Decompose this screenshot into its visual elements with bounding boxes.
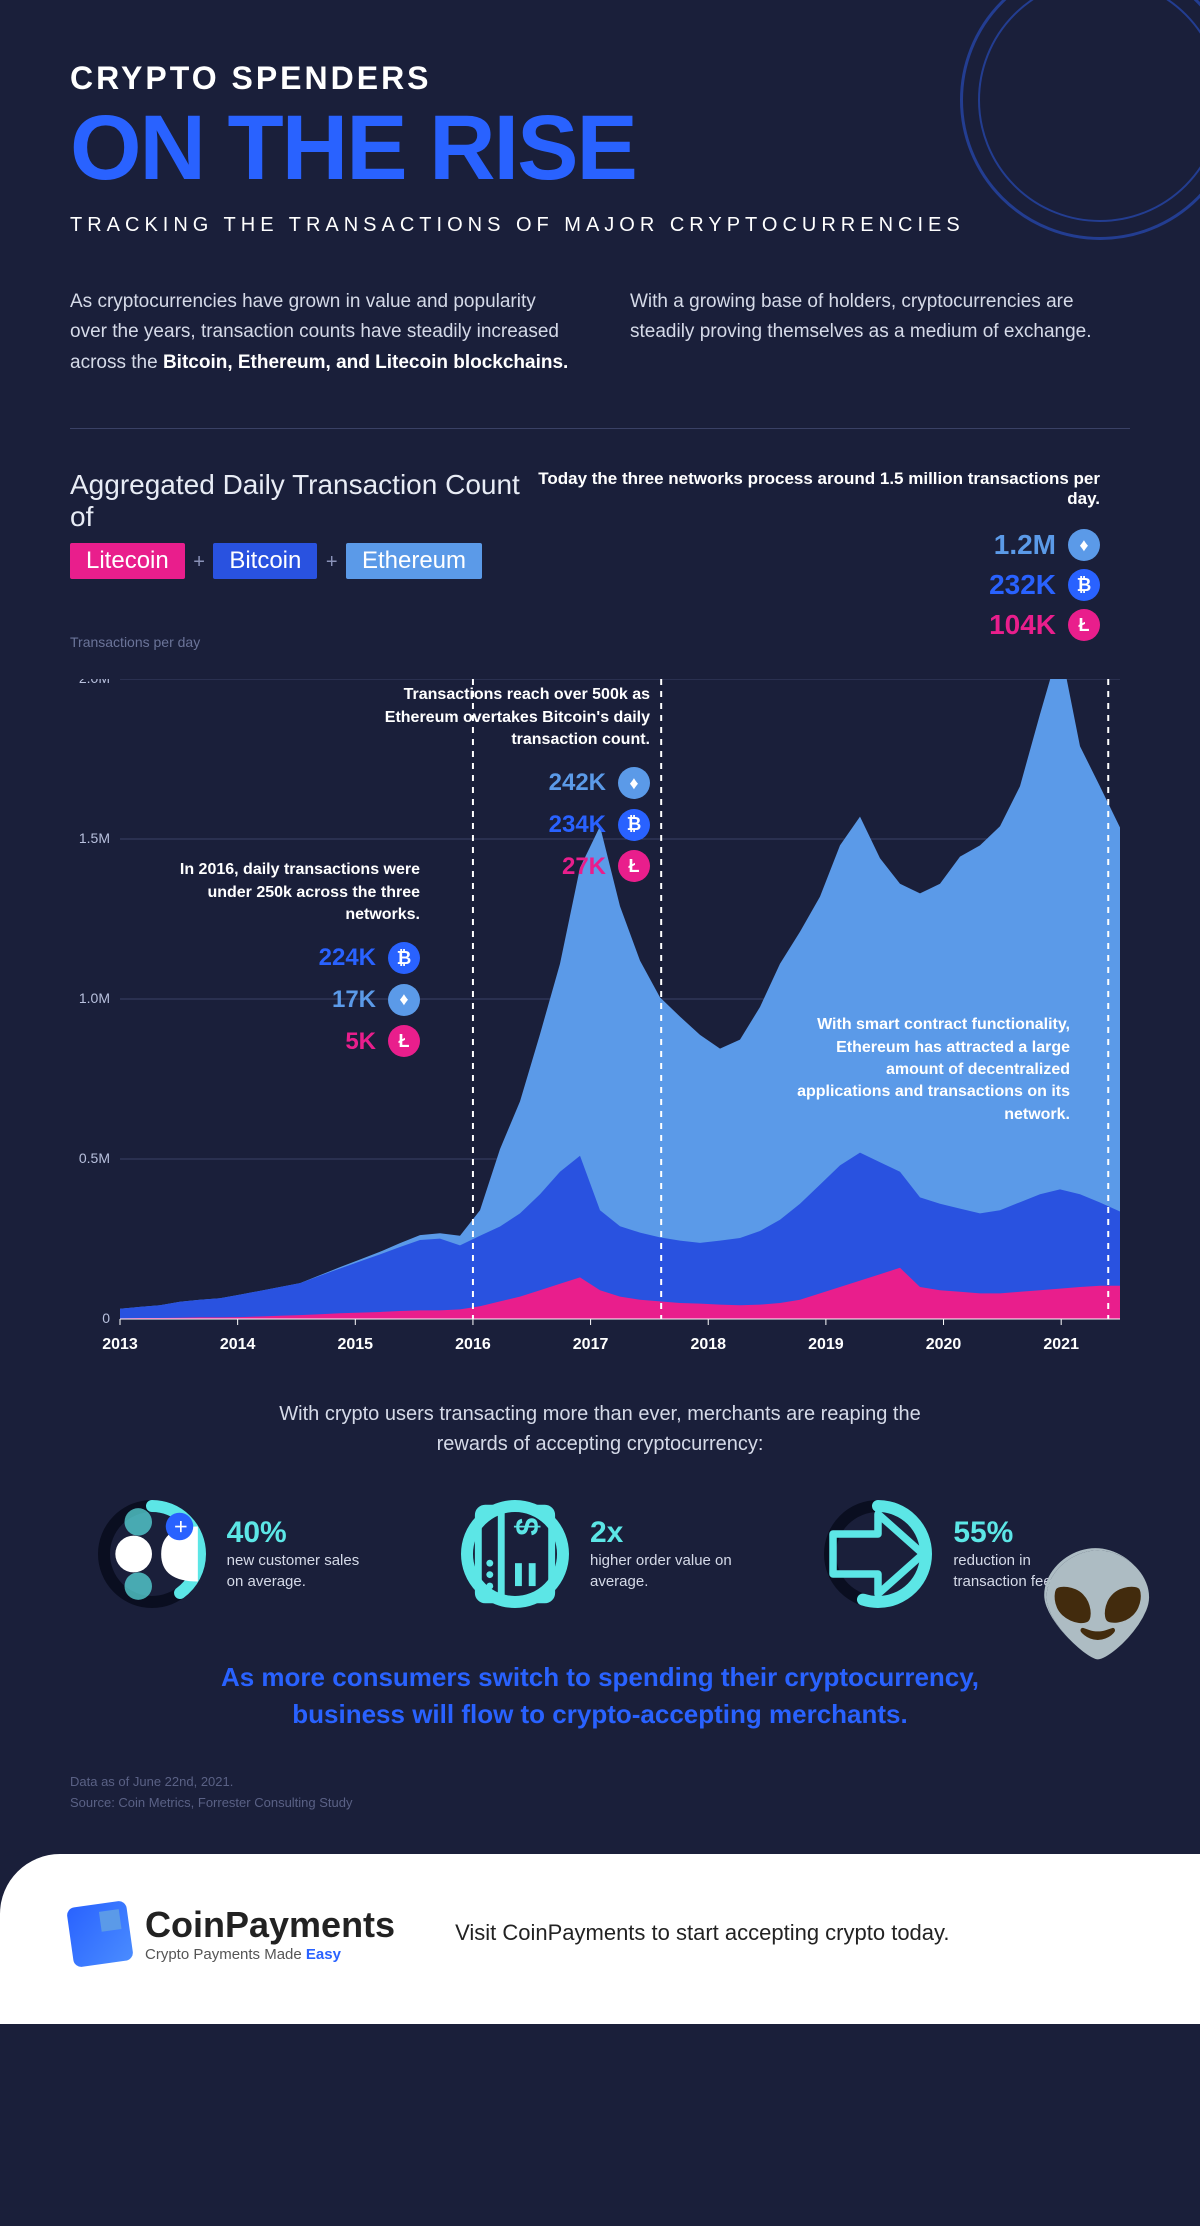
ann2-ltc: 27K xyxy=(562,850,606,884)
ann3-text: With smart contract functionality, Ether… xyxy=(790,1014,1070,1126)
chart-title-block: Aggregated Daily Transaction Count of Li… xyxy=(70,469,529,649)
annotation-2017: Transactions reach over 500k as Ethereum… xyxy=(370,684,650,891)
svg-text:2018: 2018 xyxy=(690,1336,726,1353)
footer: CoinPayments Crypto Payments Made Easy V… xyxy=(0,1854,1200,2024)
today-ltc: 104K Ł xyxy=(529,609,1100,641)
today-btc: 232K ₿ xyxy=(529,569,1100,601)
stat-ring-icon: $ xyxy=(460,1499,570,1609)
stat-ring-icon xyxy=(823,1499,933,1609)
legend-ethereum: Ethereum xyxy=(346,543,482,579)
subtitle: TRACKING THE TRANSACTIONS OF MAJOR CRYPT… xyxy=(70,214,1130,237)
legend-plus-2: + xyxy=(326,551,338,573)
merchant-stat: $ 2x higher order value on average. xyxy=(460,1499,740,1609)
logo-mark-icon xyxy=(66,1900,134,1968)
y-axis-label: Transactions per day xyxy=(70,634,200,650)
alien-mascot-icon: 👽 xyxy=(1035,1547,1160,1664)
svg-text:2017: 2017 xyxy=(573,1336,609,1353)
ethereum-icon: ♦ xyxy=(388,984,420,1016)
merchant-label: higher order value on average. xyxy=(590,1550,740,1592)
today-btc-val: 232K xyxy=(989,569,1056,601)
svg-text:$: $ xyxy=(509,1518,545,1536)
svg-text:2014: 2014 xyxy=(220,1336,256,1353)
footer-logo: CoinPayments Crypto Payments Made Easy xyxy=(70,1904,395,1964)
ann2-eth: 242K xyxy=(549,766,606,800)
source-date: Data as of June 22nd, 2021. xyxy=(70,1772,1130,1793)
svg-text:2013: 2013 xyxy=(102,1336,138,1353)
ann1-ltc: 5K xyxy=(345,1025,376,1059)
brand-name: CoinPayments xyxy=(145,1904,395,1946)
source-attribution: Data as of June 22nd, 2021. Source: Coin… xyxy=(70,1772,1130,1814)
svg-text:1.5M: 1.5M xyxy=(79,830,110,846)
merchant-text: 40% new customer sales on average. xyxy=(227,1516,377,1592)
source-name: Source: Coin Metrics, Forrester Consulti… xyxy=(70,1793,1130,1814)
intro-row: As cryptocurrencies have grown in value … xyxy=(70,287,1130,378)
ann2-btc: 234K xyxy=(549,808,606,842)
stat-ring-icon: + xyxy=(97,1499,207,1609)
coin-decoration-icon xyxy=(960,0,1200,240)
merchant-intro: With crypto users transacting more than … xyxy=(250,1399,950,1459)
chart-header-row: Aggregated Daily Transaction Count of Li… xyxy=(70,469,1130,649)
ann1-btc: 224K xyxy=(319,941,376,975)
chart-wrap: Transactions per day In 2016, daily tran… xyxy=(70,679,1130,1359)
svg-text:2015: 2015 xyxy=(337,1336,373,1353)
divider xyxy=(70,428,1130,429)
ann1-stats: 224K ₿ 17K ♦ 5K Ł xyxy=(160,941,420,1058)
bitcoin-icon: ₿ xyxy=(618,809,650,841)
tagline-pre: Crypto Payments Made xyxy=(145,1946,306,1963)
tagline-strong: Easy xyxy=(306,1946,341,1963)
svg-text:2019: 2019 xyxy=(808,1336,844,1353)
brand-tagline: Crypto Payments Made Easy xyxy=(145,1946,395,1963)
merchant-label: new customer sales on average. xyxy=(227,1550,377,1592)
svg-text:2021: 2021 xyxy=(1043,1336,1079,1353)
litecoin-icon: Ł xyxy=(1068,609,1100,641)
chart-title: Aggregated Daily Transaction Count of xyxy=(70,469,529,533)
litecoin-icon: Ł xyxy=(388,1025,420,1057)
ann2-text: Transactions reach over 500k as Ethereum… xyxy=(370,684,650,751)
merchant-text: 2x higher order value on average. xyxy=(590,1516,740,1592)
svg-text:+: + xyxy=(167,1520,193,1533)
ann2-stats: 242K ♦ 234K ₿ 27K Ł xyxy=(370,766,650,883)
today-text: Today the three networks process around … xyxy=(529,469,1100,509)
legend-litecoin: Litecoin xyxy=(70,543,185,579)
svg-text:2.0M: 2.0M xyxy=(79,679,110,686)
merchant-value: 2x xyxy=(590,1516,740,1550)
today-stats: 1.2M ♦ 232K ₿ 104K Ł xyxy=(529,529,1100,641)
annotation-smartcontracts: With smart contract functionality, Ether… xyxy=(790,1014,1070,1126)
infographic-container: CRYPTO SPENDERS ON THE RISE TRACKING THE… xyxy=(0,0,1200,1814)
ann1-eth: 17K xyxy=(332,983,376,1017)
today-ltc-val: 104K xyxy=(989,609,1056,641)
intro-left: As cryptocurrencies have grown in value … xyxy=(70,287,570,378)
bitcoin-icon: ₿ xyxy=(1068,569,1100,601)
merchant-value: 55% xyxy=(953,1516,1103,1550)
chart-legend: Litecoin + Bitcoin + Ethereum xyxy=(70,543,529,579)
logo-text: CoinPayments Crypto Payments Made Easy xyxy=(145,1904,395,1963)
ethereum-icon: ♦ xyxy=(618,767,650,799)
svg-text:2016: 2016 xyxy=(455,1336,491,1353)
intro-right: With a growing base of holders, cryptocu… xyxy=(630,287,1130,378)
svg-text:1.0M: 1.0M xyxy=(79,990,110,1006)
legend-bitcoin: Bitcoin xyxy=(213,543,317,579)
merchant-stat: + 40% new customer sales on average. xyxy=(97,1499,377,1609)
svg-text:0: 0 xyxy=(102,1310,110,1326)
merchant-value: 40% xyxy=(227,1516,377,1550)
bitcoin-icon: ₿ xyxy=(388,942,420,974)
svg-text:0.5M: 0.5M xyxy=(79,1150,110,1166)
svg-text:2020: 2020 xyxy=(926,1336,962,1353)
closing-statement: As more consumers switch to spending the… xyxy=(210,1659,990,1732)
today-callout: Today the three networks process around … xyxy=(529,469,1100,649)
merchant-stats-row: + 40% new customer sales on average. $ 2… xyxy=(70,1499,1130,1609)
litecoin-icon: Ł xyxy=(618,850,650,882)
legend-plus-1: + xyxy=(193,551,205,573)
today-eth-val: 1.2M xyxy=(994,529,1056,561)
ethereum-icon: ♦ xyxy=(1068,529,1100,561)
today-eth: 1.2M ♦ xyxy=(529,529,1100,561)
footer-cta: Visit CoinPayments to start accepting cr… xyxy=(455,1918,949,1949)
intro-left-strong: Bitcoin, Ethereum, and Litecoin blockcha… xyxy=(163,352,568,373)
